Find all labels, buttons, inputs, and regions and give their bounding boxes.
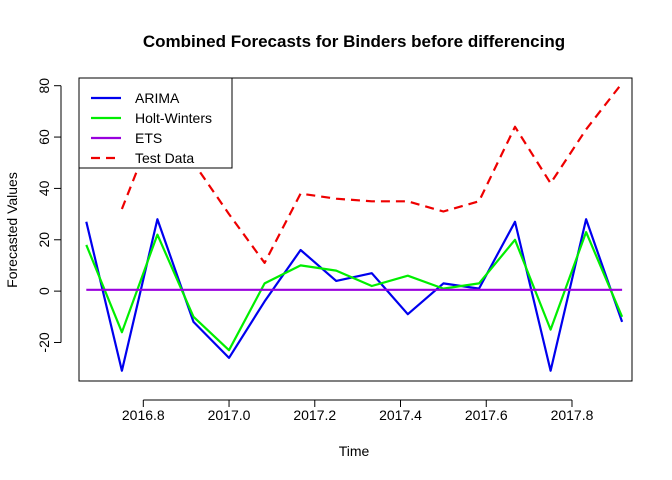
x-tick-label: 2017.4 — [379, 407, 422, 423]
x-tick-label: 2017.6 — [465, 407, 508, 423]
y-axis-label: Forecasted Values — [4, 172, 20, 288]
x-tick-label: 2016.8 — [122, 407, 165, 423]
chart-title: Combined Forecasts for Binders before di… — [143, 32, 565, 51]
series-line-holt-winters — [85, 231, 624, 352]
x-tick-label: 2017.0 — [208, 407, 251, 423]
legend-label: ARIMA — [135, 90, 180, 106]
y-tick-label: 40 — [36, 180, 52, 196]
y-tick-label: 0 — [36, 287, 52, 295]
x-tick-label: 2017.8 — [551, 407, 594, 423]
legend-label: ETS — [135, 130, 162, 146]
y-tick-label: 20 — [36, 232, 52, 248]
legend-label: Holt-Winters — [135, 110, 212, 126]
series-line-arima — [85, 218, 624, 372]
legend-label: Test Data — [135, 150, 194, 166]
y-tick-label: 80 — [36, 78, 52, 94]
legend-box — [78, 77, 233, 169]
x-axis-label: Time — [339, 443, 370, 459]
series-line-test-data — [120, 82, 623, 264]
plot-area — [85, 82, 624, 372]
y-tick-label: 60 — [36, 129, 52, 145]
legend: ARIMA Holt-Winters ETS Test Data — [78, 77, 233, 169]
plot-frame — [78, 77, 633, 382]
x-tick-label: 2017.2 — [293, 407, 336, 423]
axes: 2016.8 2017.0 2017.2 2017.4 2017.6 2017.8 -20 0… — [36, 77, 633, 423]
y-tick-label: -20 — [36, 332, 52, 352]
